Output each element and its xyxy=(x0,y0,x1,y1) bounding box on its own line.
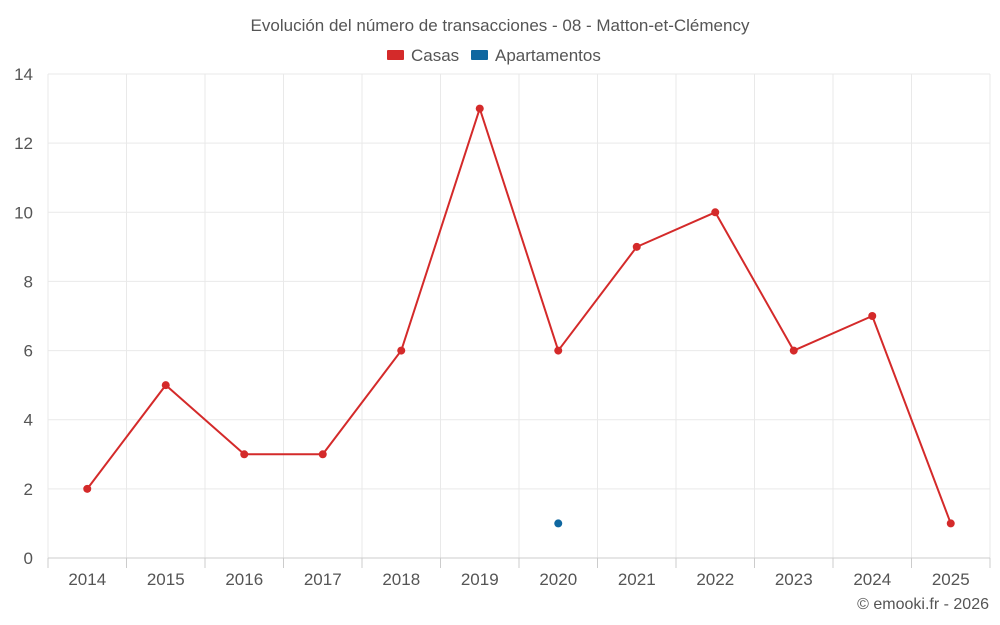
y-tick-label: 4 xyxy=(24,411,33,430)
data-point-casas[interactable] xyxy=(318,450,327,459)
data-point-apartamentos[interactable] xyxy=(554,519,563,528)
x-tick-label: 2021 xyxy=(618,570,656,589)
x-tick-label: 2025 xyxy=(932,570,970,589)
legend-item-casas[interactable]: Casas xyxy=(387,46,459,65)
data-point-casas[interactable] xyxy=(397,346,406,355)
credit-text: © emooki.fr - 2026 xyxy=(857,596,989,613)
legend-label-apartamentos: Apartamentos xyxy=(495,46,601,65)
x-tick-label: 2019 xyxy=(461,570,499,589)
data-point-casas[interactable] xyxy=(711,208,720,217)
y-tick-label: 12 xyxy=(14,134,33,153)
legend-label-casas: Casas xyxy=(411,46,459,65)
y-tick-label: 8 xyxy=(24,272,33,291)
series-apartamentos xyxy=(554,519,563,528)
y-axis-ticks: 0 2 4 6 8 10 12 14 xyxy=(14,65,33,568)
data-point-casas[interactable] xyxy=(632,242,641,251)
x-tick-label: 2016 xyxy=(225,570,263,589)
x-tick-label: 2014 xyxy=(68,570,106,589)
x-tick-label: 2015 xyxy=(147,570,185,589)
data-point-casas[interactable] xyxy=(83,484,92,493)
chart-title: Evolución del número de transacciones - … xyxy=(251,16,750,35)
data-point-casas[interactable] xyxy=(475,104,484,113)
legend: Casas Apartamentos xyxy=(387,46,601,65)
legend-item-apartamentos[interactable]: Apartamentos xyxy=(471,46,601,65)
y-tick-label: 6 xyxy=(24,342,33,361)
series-casas xyxy=(83,104,955,528)
legend-swatch-apartamentos xyxy=(471,50,488,60)
data-point-casas[interactable] xyxy=(240,450,249,459)
x-tick-label: 2017 xyxy=(304,570,342,589)
series-layer xyxy=(83,104,955,528)
series-line-casas xyxy=(86,107,952,524)
data-point-casas[interactable] xyxy=(789,346,798,355)
x-tick-label: 2022 xyxy=(696,570,734,589)
x-tick-label: 2018 xyxy=(382,570,420,589)
x-tick-label: 2024 xyxy=(853,570,891,589)
y-tick-label: 2 xyxy=(24,480,33,499)
data-point-casas[interactable] xyxy=(868,312,877,320)
x-axis-ticks: 2014 2015 2016 2017 2018 2019 2020 2021 2022 2023… xyxy=(47,558,991,589)
x-tick-label: 2020 xyxy=(539,570,577,589)
data-point-casas[interactable] xyxy=(946,519,955,528)
data-point-casas[interactable] xyxy=(554,346,563,355)
legend-swatch-casas xyxy=(387,50,404,60)
grid xyxy=(47,73,991,558)
x-tick-label: 2023 xyxy=(775,570,813,589)
y-tick-label: 0 xyxy=(24,549,33,568)
y-tick-label: 10 xyxy=(14,203,33,222)
data-point-casas[interactable] xyxy=(161,381,170,390)
y-tick-label: 14 xyxy=(14,65,33,84)
